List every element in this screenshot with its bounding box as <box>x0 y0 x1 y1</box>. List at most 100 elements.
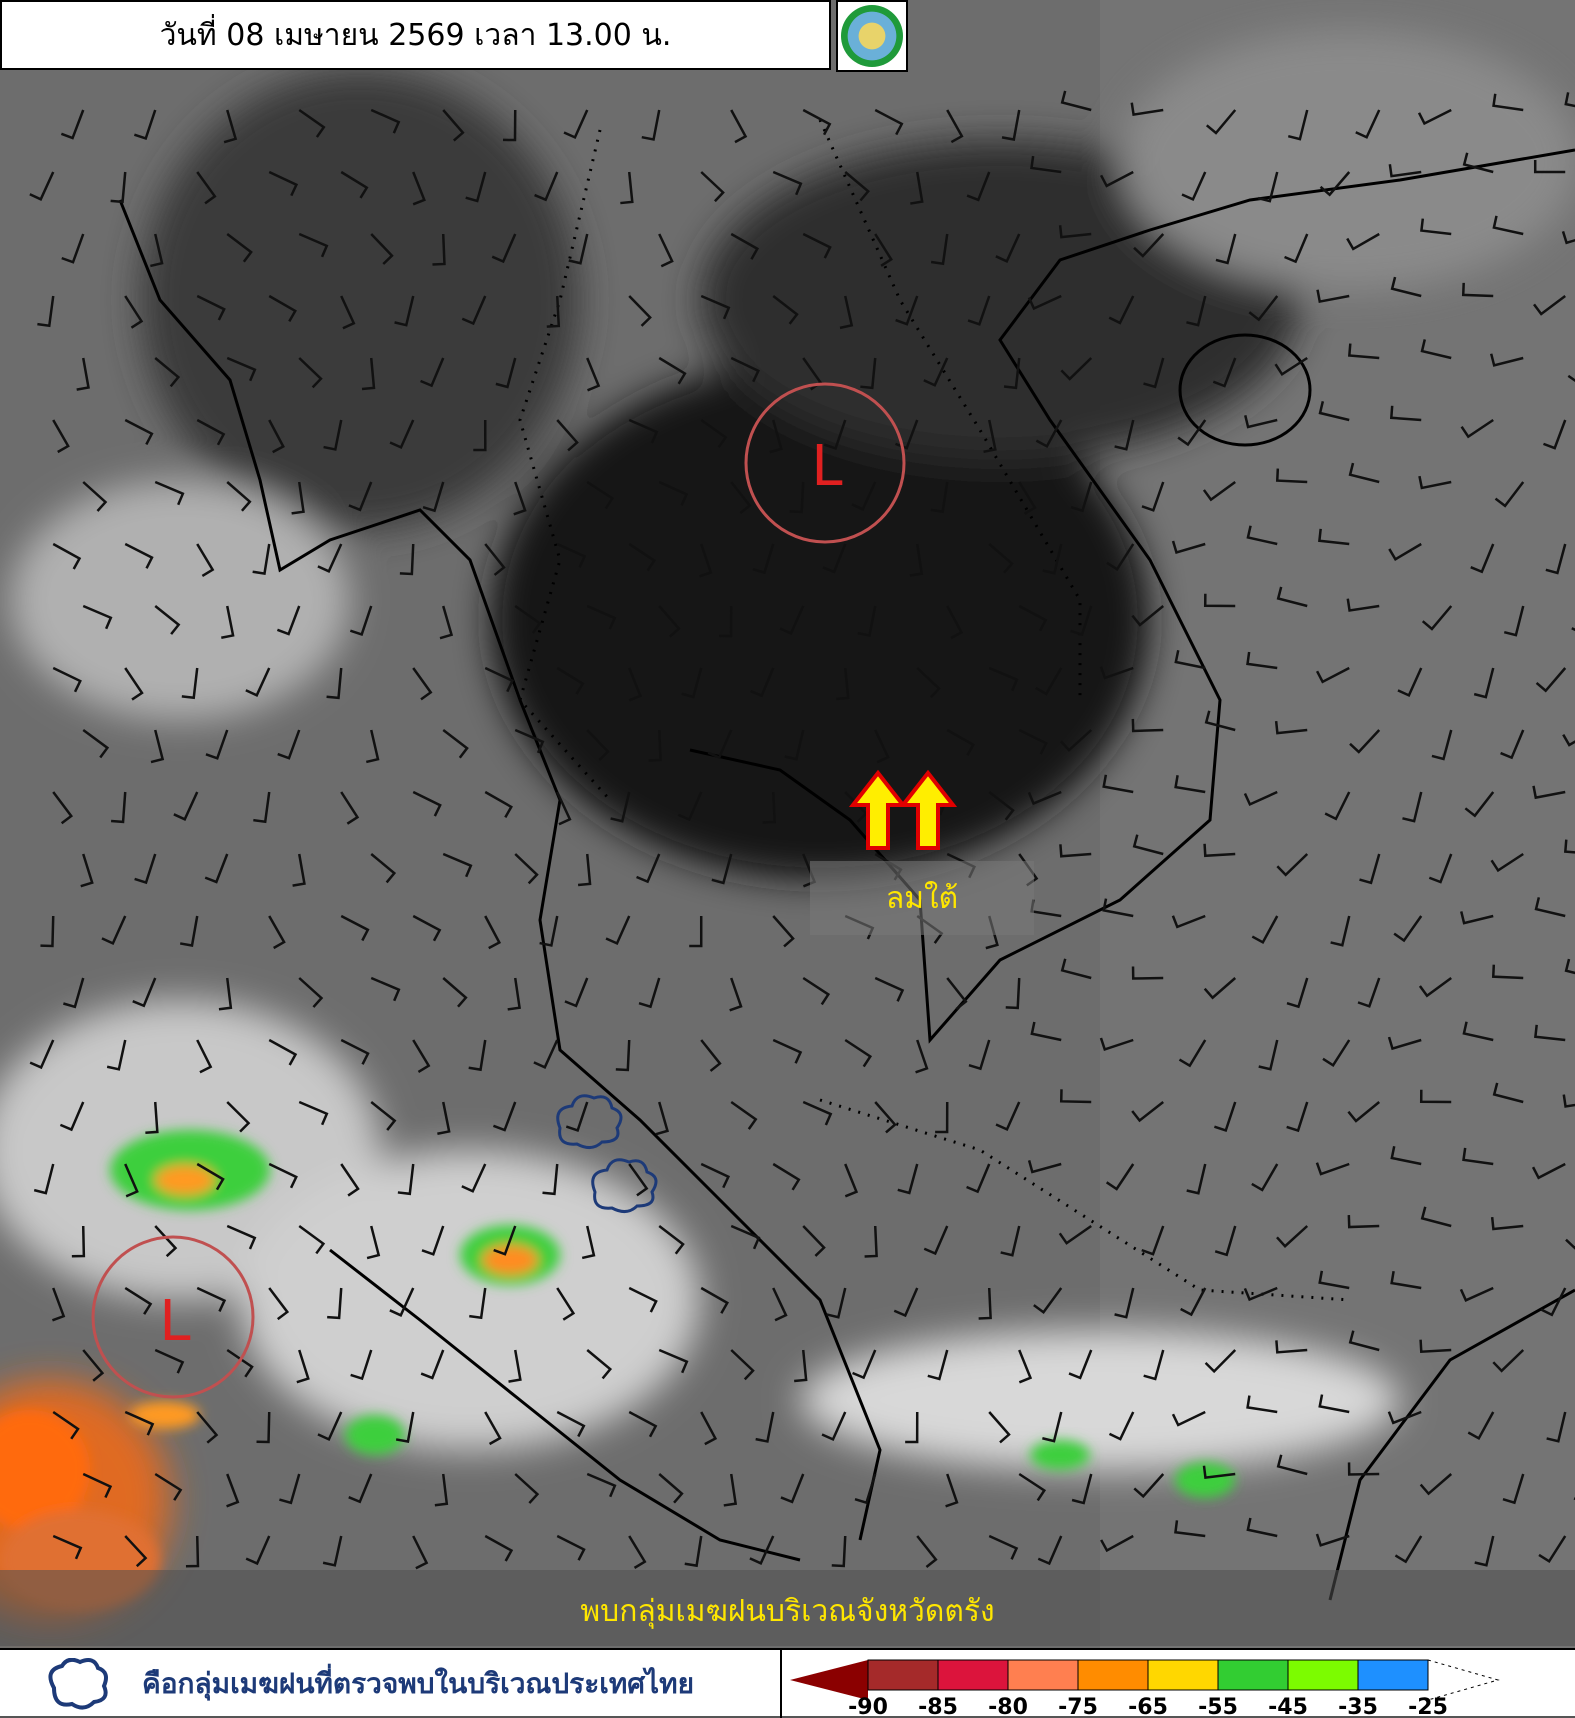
wind-barb <box>1346 232 1380 251</box>
wind-barb <box>1428 853 1453 884</box>
wind-barb <box>1027 294 1062 311</box>
wind-barb <box>927 1349 949 1381</box>
wind-barb <box>1347 1101 1381 1123</box>
wind-barb <box>1460 911 1494 925</box>
wind-barb <box>366 1225 381 1260</box>
wind-barb <box>700 1411 718 1446</box>
wind-barb <box>628 1535 647 1569</box>
wind-barb <box>268 1038 298 1066</box>
wind-barb <box>1108 295 1135 325</box>
wind-barb <box>1531 1162 1566 1180</box>
wind-barb <box>399 543 415 576</box>
wind-barb <box>1421 605 1453 631</box>
wind-barb <box>1490 1216 1524 1231</box>
wind-barb <box>1274 356 1308 377</box>
wind-barb <box>412 790 442 817</box>
wind-barb <box>1171 540 1206 555</box>
wind-barb <box>1348 1330 1380 1352</box>
wind-barb <box>1500 729 1525 760</box>
wind-barb <box>514 604 542 634</box>
wind-barb <box>507 977 521 1011</box>
wind-barb <box>730 1224 761 1250</box>
wind-barb <box>915 1039 929 1074</box>
wind-barb <box>1533 160 1566 174</box>
scale-label: -45 <box>1268 1695 1308 1718</box>
wind-barb <box>844 1163 859 1198</box>
wind-barb <box>340 914 370 942</box>
wind-barb <box>1213 1101 1237 1133</box>
wind-barb <box>1018 1472 1047 1502</box>
wind-barb <box>1315 1533 1350 1547</box>
wind-barb <box>577 853 592 887</box>
wind-barb <box>1461 282 1494 298</box>
wind-barb <box>1212 357 1237 388</box>
wind-barb <box>226 1224 257 1250</box>
wind-barb <box>556 1287 576 1321</box>
wind-barb <box>61 233 85 264</box>
wind-barb <box>923 357 949 387</box>
scale-label: -90 <box>848 1695 888 1718</box>
wind-barb <box>755 1411 775 1443</box>
wind-barb <box>340 170 369 199</box>
wind-barb <box>134 853 157 885</box>
wind-barb <box>1174 1520 1206 1538</box>
wind-barb <box>1071 1473 1093 1505</box>
wind-barb <box>542 1163 559 1196</box>
wind-barb <box>1059 1089 1092 1104</box>
wind-barb <box>461 295 487 326</box>
wind-barb <box>1419 1473 1453 1496</box>
wind-barb <box>226 1101 251 1133</box>
wind-barb <box>268 294 297 322</box>
wind-barb <box>1564 92 1575 108</box>
wind-barb <box>1143 357 1165 389</box>
wind-barb <box>412 171 426 206</box>
date-time-title: วันที่ 08 เมษายน 2569 เวลา 13.00 น. <box>0 0 831 70</box>
scale-label: -65 <box>1128 1695 1168 1718</box>
wind-barb <box>412 1039 431 1073</box>
wind-barb <box>245 667 271 697</box>
wind-barb <box>1060 90 1092 112</box>
wind-barb <box>1473 667 1495 699</box>
wind-barb <box>279 1473 301 1505</box>
wind-barb <box>150 233 164 268</box>
wind-barb <box>1490 852 1524 873</box>
wind-barb <box>1204 710 1236 732</box>
wind-barb <box>823 419 847 450</box>
wind-barb <box>469 1287 487 1320</box>
wind-barb <box>1171 1410 1206 1427</box>
wind-barb <box>1133 1473 1165 1499</box>
wind-barb <box>1492 93 1524 112</box>
wind-barb <box>298 357 323 389</box>
cloud-outline-icon <box>556 1094 623 1149</box>
wind-barb <box>82 1472 113 1499</box>
wind-barb <box>1276 853 1309 877</box>
wind-barb <box>1492 1349 1525 1373</box>
wind-barb <box>1203 593 1236 608</box>
wind-barb <box>874 108 904 136</box>
scale-swatch <box>937 1659 1009 1691</box>
wind-barb <box>641 109 661 141</box>
wind-barb <box>836 667 850 701</box>
wind-barb <box>610 791 631 823</box>
wind-barb <box>484 666 515 693</box>
wind-barb <box>492 1101 517 1132</box>
wind-barb <box>132 977 157 1008</box>
wind-barb <box>711 853 733 885</box>
wind-barb <box>298 232 329 258</box>
wind-barb <box>905 1411 919 1444</box>
wind-barb <box>348 481 373 512</box>
wind-barb <box>1315 1162 1350 1176</box>
wind-barb <box>154 1472 183 1501</box>
wind-barb <box>930 233 949 266</box>
wind-barb <box>1005 977 1021 1010</box>
wind-barb <box>29 1039 55 1070</box>
wind-barb <box>689 915 703 948</box>
wind-barb <box>221 605 235 639</box>
wind-barb <box>468 1039 487 1072</box>
wind-barb <box>1171 914 1206 929</box>
wind-barb <box>370 976 401 1002</box>
cloud-cover <box>0 30 1575 1620</box>
wind-barb <box>370 233 394 265</box>
wind-barb <box>699 543 713 578</box>
